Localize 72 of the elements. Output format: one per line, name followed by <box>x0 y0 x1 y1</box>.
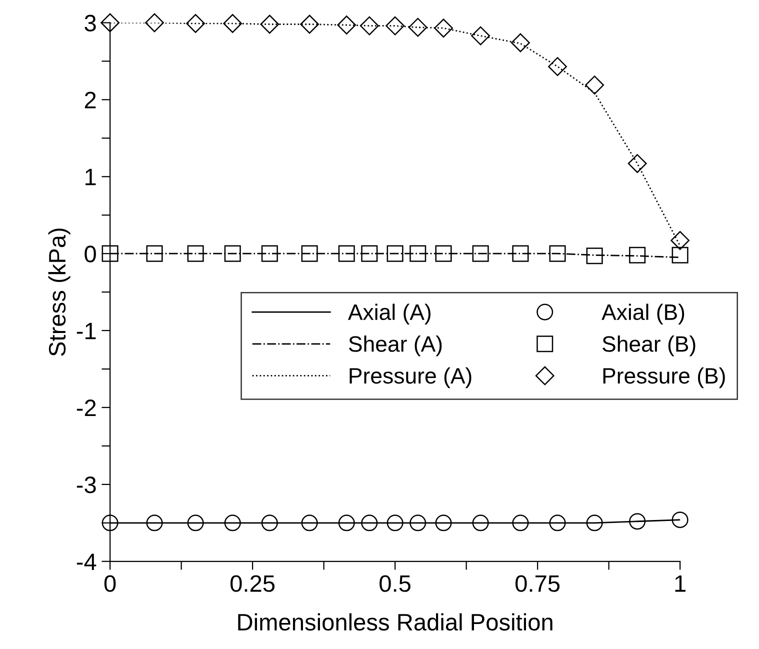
point <box>224 514 241 532</box>
point <box>670 231 690 250</box>
legend-label: Axial (A) <box>348 304 431 324</box>
x-tick-label: 0 <box>104 575 116 592</box>
point <box>549 245 566 262</box>
point <box>472 245 489 262</box>
x-axis-title: Dimensionless Radial Position <box>238 613 552 631</box>
point <box>301 514 318 532</box>
point <box>186 14 206 33</box>
point <box>301 245 318 262</box>
point <box>510 33 530 52</box>
point <box>549 514 566 532</box>
point <box>629 513 646 530</box>
y-tick-label: 0 <box>84 246 96 262</box>
point <box>224 245 241 262</box>
point <box>223 14 242 33</box>
point <box>628 154 647 174</box>
legend-label: Shear (A) <box>348 336 442 356</box>
y-tick-label: 1 <box>86 168 96 186</box>
point <box>672 512 688 528</box>
point <box>146 245 163 262</box>
legend-label: Pressure (B) <box>603 367 725 388</box>
point <box>629 246 646 264</box>
point <box>672 246 688 264</box>
y-tick-label: -4 <box>76 554 96 570</box>
point <box>338 245 355 262</box>
point <box>386 245 404 262</box>
legend-label: Pressure (A) <box>350 367 472 388</box>
point <box>187 514 204 532</box>
y-tick-label: -2 <box>76 400 96 416</box>
point <box>102 514 118 532</box>
legend-label: Shear (B) <box>602 336 696 356</box>
x-tick-label: 0.25 <box>230 575 275 592</box>
x-tick-label: 0.5 <box>380 575 410 592</box>
point <box>472 514 489 532</box>
point <box>434 18 453 38</box>
point <box>410 514 426 532</box>
point <box>338 514 355 532</box>
point <box>408 18 428 37</box>
point <box>471 26 490 46</box>
point <box>410 245 426 262</box>
point <box>386 514 404 532</box>
point <box>300 14 320 34</box>
point <box>187 245 204 262</box>
y-tick-label: 2 <box>84 92 96 108</box>
point <box>145 13 164 32</box>
y-tick-label: 3 <box>84 14 96 32</box>
point <box>512 245 529 262</box>
point <box>585 76 604 95</box>
point <box>360 16 379 36</box>
x-tick-label: 1 <box>675 575 686 592</box>
legend-label: Axial (B) <box>602 304 684 324</box>
point <box>548 57 567 76</box>
point <box>435 514 452 532</box>
y-tick-label: -1 <box>76 322 96 340</box>
point <box>361 245 378 262</box>
point <box>386 16 405 36</box>
point <box>435 245 452 262</box>
point <box>337 16 356 34</box>
x-tick-label: 0.75 <box>516 575 560 592</box>
y-tick-label: -3 <box>76 476 96 494</box>
point <box>586 248 603 264</box>
point <box>100 13 120 32</box>
point <box>102 245 118 262</box>
point <box>512 514 529 532</box>
point <box>261 245 278 262</box>
point <box>261 514 278 532</box>
point <box>260 14 280 34</box>
y-axis-title: Stress (kPa) <box>48 228 70 356</box>
point <box>586 514 603 532</box>
point <box>146 514 163 532</box>
point <box>361 514 378 532</box>
